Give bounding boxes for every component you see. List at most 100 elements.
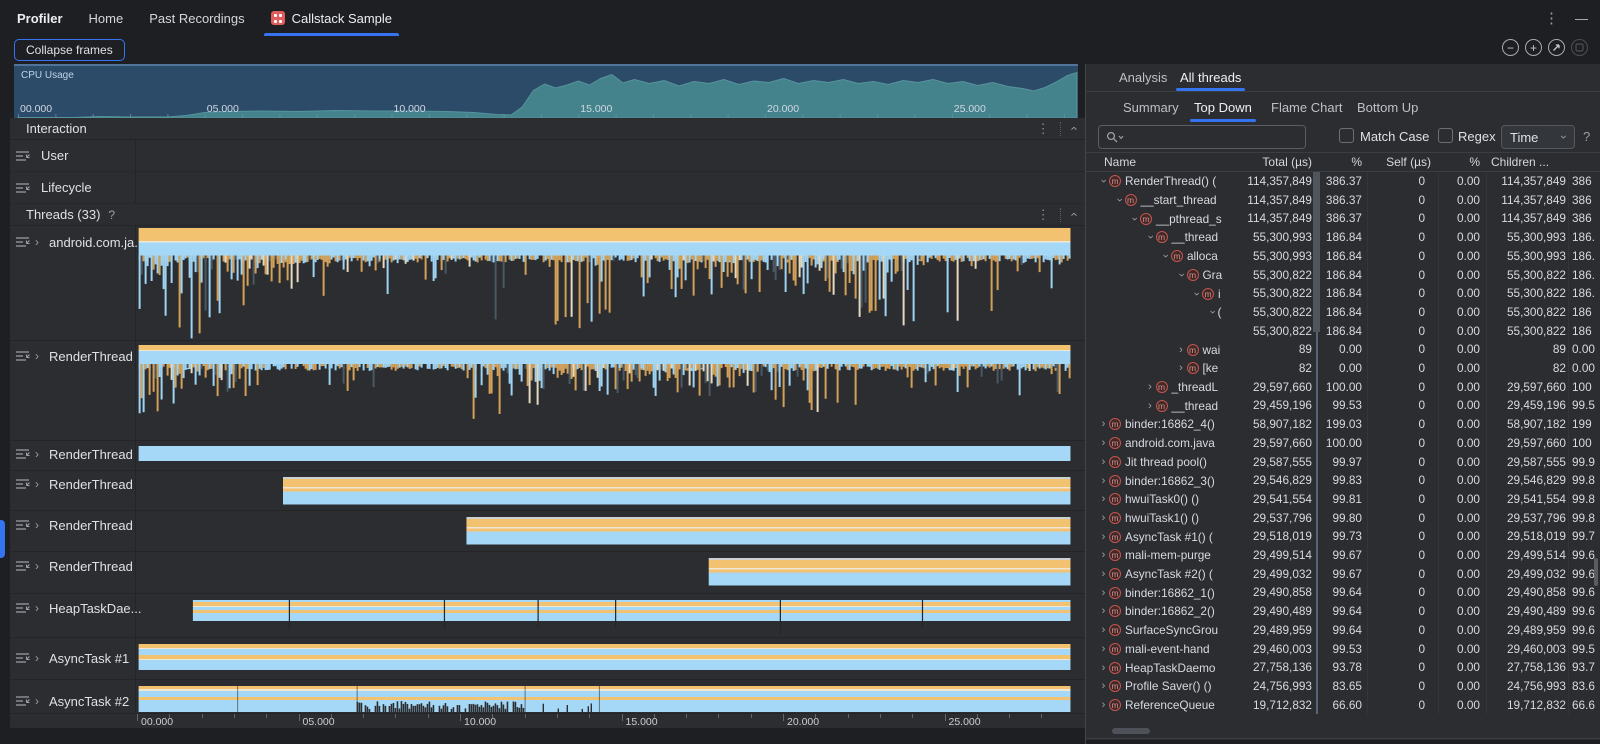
table-row[interactable]: › m AsyncTask #1() (29,518,019 99.73 0 0.00 29… xyxy=(1086,527,1600,546)
match-case-checkbox[interactable] xyxy=(1339,128,1354,143)
search-input[interactable] xyxy=(1129,126,1301,148)
table-row[interactable]: › m hwuiTask1() () 29,537,796 99.80 0 0.00 29,5… xyxy=(1086,509,1600,528)
main-tab-past-recordings[interactable]: Past Recordings xyxy=(136,0,257,36)
chevron-right-icon[interactable]: › xyxy=(1148,381,1152,394)
table-row[interactable]: › m mali-event-hand 29,460,003 99.53 0 0.00 29,… xyxy=(1086,640,1600,659)
table-header[interactable]: Name Total (µs)% Self (µs)% Children ... xyxy=(1086,152,1600,172)
interaction-more-icon[interactable]: ⋮ xyxy=(1036,120,1050,136)
cpu-usage-chart[interactable]: CPU Usage 00.000 05.000 10.000 15.000 20.000… xyxy=(14,64,1078,118)
table-row[interactable]: › m binder:16862_2() 29,490,489 99.64 0 0.00 29… xyxy=(1086,602,1600,621)
table-row[interactable]: › m _threadL 29,597,660 100.00 0 0.00 29,597,66… xyxy=(1086,378,1600,397)
column-header-[interactable]: % xyxy=(1469,155,1480,169)
table-row[interactable]: › m [ke 82 0.00 0 0.00 82 0.00 xyxy=(1086,359,1600,378)
table-row[interactable]: › m ReferenceQueue 19,712,832 66.60 0 0.00 19,7… xyxy=(1086,696,1600,714)
regex-checkbox[interactable] xyxy=(1438,128,1453,143)
chevron-right-icon[interactable]: › xyxy=(1101,698,1106,711)
table-row[interactable]: › m binder:16862_4() 58,907,182 199.03 0 0.00 5… xyxy=(1086,415,1600,434)
more-options-icon[interactable]: ⋮ xyxy=(1544,10,1559,27)
chevron-down-icon[interactable]: › xyxy=(1206,310,1218,315)
table-row[interactable]: › m RenderThread() (114,357,849 386.37 0 0.00… xyxy=(1086,172,1600,191)
chevron-right-icon[interactable]: › xyxy=(1101,418,1106,431)
chevron-down-icon[interactable]: › xyxy=(1159,254,1172,258)
table-row[interactable]: › m Gra 55,300,822 186.84 0 0.00 55,300,822 186. xyxy=(1086,266,1600,285)
table-row[interactable]: › m SurfaceSyncGrou 29,489,959 99.64 0 0.00 29,… xyxy=(1086,621,1600,640)
column-header-[interactable]: % xyxy=(1351,155,1362,169)
chevron-right-icon[interactable]: › xyxy=(1101,624,1106,637)
threads-collapse-icon[interactable]: › xyxy=(1065,212,1081,217)
search-box[interactable] xyxy=(1098,125,1306,149)
table-row[interactable]: › m Jit thread pool() 29,587,555 99.97 0 0.00 2… xyxy=(1086,453,1600,472)
chevron-right-icon[interactable]: › xyxy=(1179,362,1183,375)
chevron-down-icon[interactable]: › xyxy=(1098,179,1110,184)
table-row[interactable]: › m __pthread_s 114,357,849 386.37 0 0.00 114,3… xyxy=(1086,209,1600,228)
table-row[interactable]: › m AsyncTask #2() (29,499,032 99.67 0 0.00 29… xyxy=(1086,565,1600,584)
subtab-top-down[interactable]: Top Down xyxy=(1190,92,1256,122)
table-row[interactable]: › m mali-mem-purge 29,499,514 99.67 0 0.00 29,4… xyxy=(1086,546,1600,565)
interaction-section-header[interactable]: Interaction ⋮ › xyxy=(10,118,1085,140)
chevron-right-icon[interactable]: › xyxy=(1101,661,1106,674)
thread-row-renderthread[interactable]: › RenderThread xyxy=(10,445,133,463)
column-header-children[interactable]: Children ... xyxy=(1491,155,1550,169)
column-header-total-s[interactable]: Total (µs) xyxy=(1262,155,1312,169)
chevron-right-icon[interactable]: › xyxy=(1101,474,1106,487)
chevron-right-icon[interactable]: › xyxy=(1148,399,1152,412)
table-row[interactable]: › m HeapTaskDaemo 27,758,136 93.78 0 0.00 27,75… xyxy=(1086,658,1600,677)
table-row[interactable]: › m wai 89 0.00 0 0.00 89 0.00 xyxy=(1086,340,1600,359)
tab-analysis[interactable]: Analysis xyxy=(1119,70,1168,85)
thread-tracks-canvas[interactable] xyxy=(135,226,1085,713)
thread-row-renderthread[interactable]: › RenderThread xyxy=(10,557,133,575)
table-row[interactable]: › m __start_thread 114,357,849 386.37 0 0.00 11… xyxy=(1086,191,1600,210)
search-help-icon[interactable]: ? xyxy=(1583,129,1591,144)
chevron-right-icon[interactable]: › xyxy=(1179,343,1183,356)
chevron-down-icon[interactable]: › xyxy=(1175,273,1187,277)
filter-type-dropdown[interactable]: Time › xyxy=(1501,125,1575,149)
tab-all-threads[interactable]: All threads xyxy=(1176,64,1246,91)
chevron-right-icon[interactable]: › xyxy=(1101,642,1106,655)
main-tab-profiler[interactable]: Profiler xyxy=(4,0,76,36)
chevron-right-icon[interactable]: › xyxy=(1101,586,1106,599)
chevron-right-icon[interactable]: › xyxy=(1101,437,1106,450)
chevron-right-icon[interactable]: › xyxy=(1101,605,1106,618)
chevron-down-icon[interactable]: › xyxy=(1144,235,1156,240)
chevron-right-icon[interactable]: › xyxy=(1101,511,1106,524)
thread-row-android-com-ja[interactable]: › android.com.ja... xyxy=(10,233,145,251)
interaction-row-lifecycle[interactable]: Lifecycle xyxy=(10,172,1085,204)
collapse-frames-button[interactable]: Collapse frames xyxy=(14,39,125,61)
interaction-row-user[interactable]: User xyxy=(10,140,1085,172)
thread-row-asynctask-2[interactable]: › AsyncTask #2 xyxy=(10,692,129,710)
thread-row-heaptaskdae[interactable]: › HeapTaskDae... xyxy=(10,599,142,617)
zoom-out-icon[interactable]: − xyxy=(1502,39,1519,56)
threads-section-header[interactable]: Threads (33) ? ⋮ › xyxy=(10,204,1085,226)
chevron-right-icon[interactable]: › xyxy=(1101,493,1106,506)
table-row[interactable]: › m binder:16862_1() 29,490,858 99.64 0 0.00 29… xyxy=(1086,583,1600,602)
column-header-self-s[interactable]: Self (µs) xyxy=(1386,155,1431,169)
chevron-right-icon[interactable]: › xyxy=(1101,680,1106,693)
table-row[interactable]: › m Profile Saver() () 24,756,993 83.65 0 0.00… xyxy=(1086,677,1600,696)
table-row[interactable]: › m android.com.java 29,597,660 100.00 0 0.00 2… xyxy=(1086,434,1600,453)
table-row[interactable]: › m __thread 29,459,196 99.53 0 0.00 29,459,196… xyxy=(1086,396,1600,415)
table-row[interactable]: › m __thread 55,300,993 186.84 0 0.00 55,300,99… xyxy=(1086,228,1600,247)
threads-help-icon[interactable]: ? xyxy=(108,207,116,222)
thread-row-renderthread[interactable]: › RenderThread xyxy=(10,475,133,493)
interaction-collapse-icon[interactable]: › xyxy=(1065,126,1081,131)
minimize-icon[interactable]: — xyxy=(1575,10,1588,26)
table-row[interactable]: ›(55,300,822 186.84 0 0.00 55,300,822 186 xyxy=(1086,303,1600,322)
chevron-right-icon[interactable]: › xyxy=(1101,530,1106,543)
table-row[interactable]: › m i 55,300,822 186.84 0 0.00 55,300,822 186. xyxy=(1086,284,1600,303)
column-header-name[interactable]: Name xyxy=(1104,155,1137,169)
threads-tracks-area[interactable]: › android.com.ja... › RenderThread › RenderTh… xyxy=(10,226,1085,713)
reset-zoom-icon[interactable] xyxy=(1548,39,1565,56)
thread-row-renderthread[interactable]: › RenderThread xyxy=(10,516,133,534)
chevron-right-icon[interactable]: › xyxy=(1101,455,1106,468)
table-row[interactable]: › m alloca 55,300,993 186.84 0 0.00 55,300,993 1… xyxy=(1086,247,1600,266)
table-horizontal-scrollbar[interactable] xyxy=(1112,728,1150,734)
subtab-bottom-up[interactable]: Bottom Up xyxy=(1357,99,1419,115)
table-row[interactable]: › m binder:16862_3() 29,546,829 99.83 0 0.00 29… xyxy=(1086,471,1600,490)
chevron-down-icon[interactable]: › xyxy=(1113,198,1125,202)
table-row[interactable]: 55,300,822 186.84 0 0.00 55,300,822 186 xyxy=(1086,322,1600,341)
main-tab-callstack-sample[interactable]: Callstack Sample xyxy=(258,0,405,36)
threads-more-icon[interactable]: ⋮ xyxy=(1036,206,1050,222)
table-row[interactable]: › m hwuiTask0() () 29,541,554 99.81 0 0.00 29,5… xyxy=(1086,490,1600,509)
chevron-down-icon[interactable]: › xyxy=(1190,291,1203,296)
table-vertical-scrollbar[interactable] xyxy=(1594,558,1598,586)
